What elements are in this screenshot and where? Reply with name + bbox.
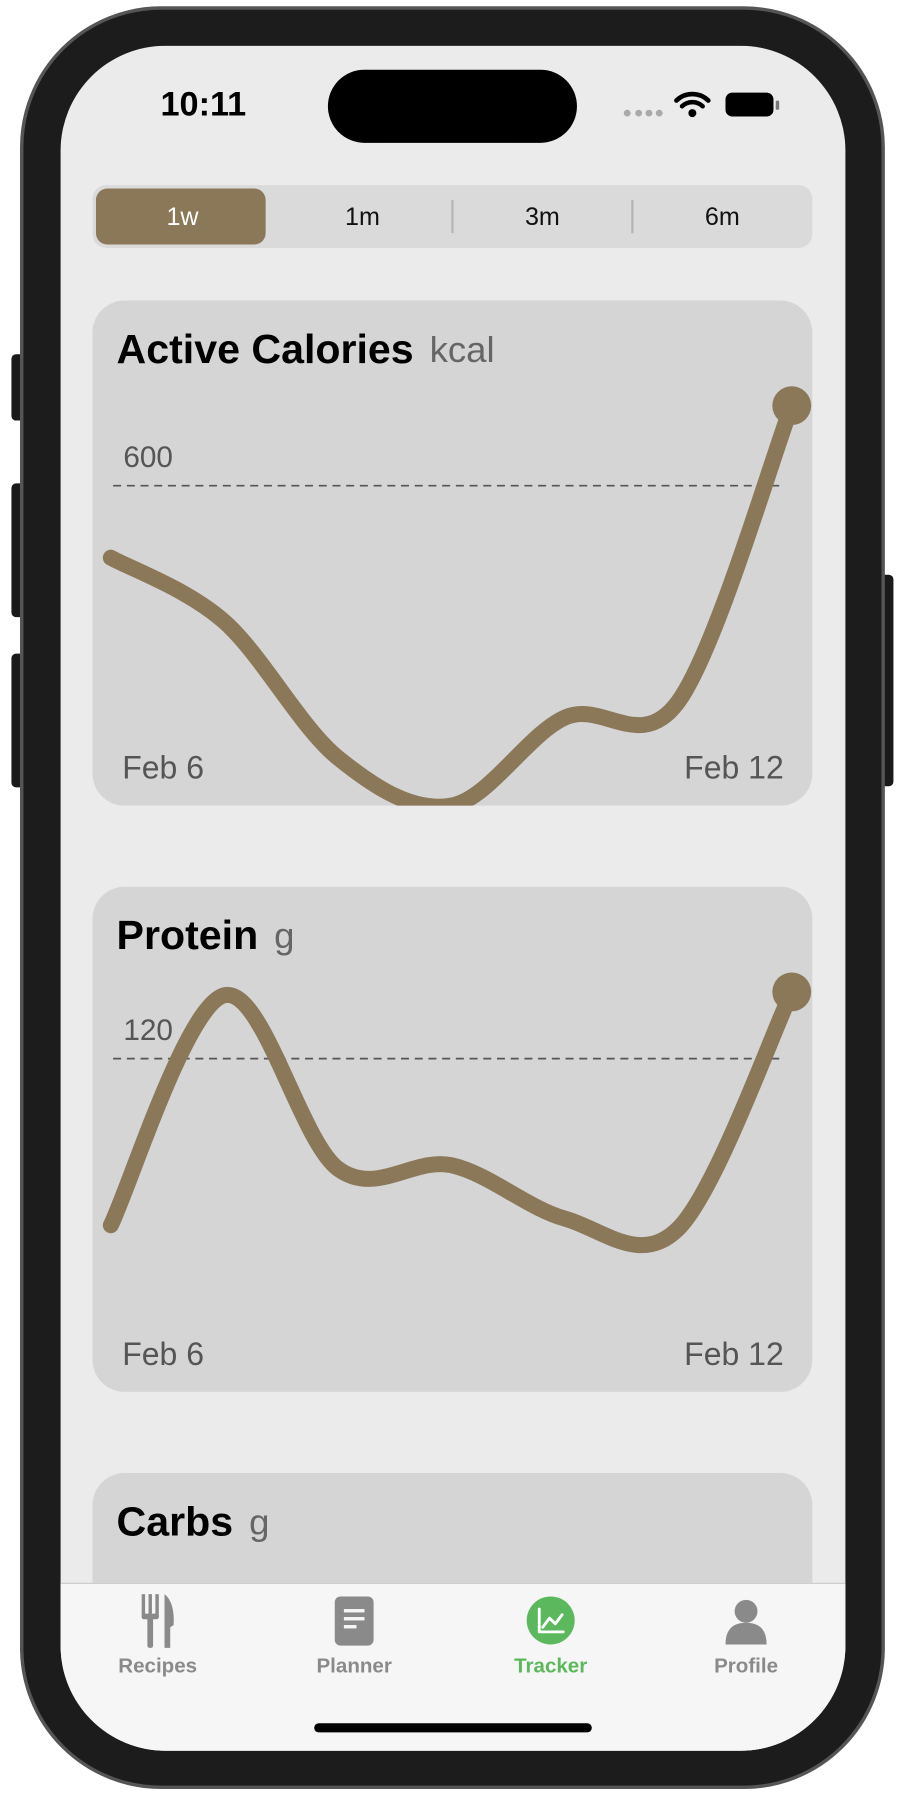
chart-unit: g (274, 915, 294, 956)
segment-label[interactable]: 6m (705, 203, 740, 231)
x-tick-label: Feb 12 (684, 750, 784, 786)
card-title: Carbs g (117, 1498, 270, 1544)
data-line (102, 983, 800, 1254)
status-time: 10:11 (160, 85, 246, 123)
tab-labels: Recipes Planner Tracker Profile (118, 1655, 778, 1678)
y-tick-label: 120 (123, 1014, 173, 1047)
profile-icon (725, 1599, 767, 1645)
chart-title: Protein (117, 912, 259, 958)
last-point (772, 972, 812, 1012)
tab-label[interactable]: Tracker (514, 1655, 587, 1678)
card-title: Active Calories kcal (117, 326, 495, 372)
line-group (102, 983, 800, 1254)
segment-label[interactable]: 3m (525, 203, 560, 231)
card-bg (92, 300, 813, 806)
segment-selected (95, 188, 266, 245)
card-title: Protein g (117, 912, 295, 958)
tab-label[interactable]: Recipes (118, 1655, 197, 1678)
chart-unit: g (249, 1501, 269, 1542)
chart-card: Active Calories kcal 600 Feb 6 Feb 12 (92, 300, 813, 806)
tab-bar: Recipes Planner Tracker Profile (60, 1582, 846, 1751)
x-tick-label: Feb 12 (684, 1336, 784, 1372)
chart-title: Carbs (117, 1498, 234, 1544)
segment-label[interactable]: 1w (166, 203, 199, 231)
planner-icon (334, 1596, 374, 1646)
battery-icon (725, 92, 774, 117)
chart-card: Protein g 120 Feb 6 Feb 12 (92, 886, 813, 1392)
card-bg (92, 886, 813, 1392)
segment-label[interactable]: 1m (345, 203, 380, 231)
battery-tip (775, 100, 780, 110)
wifi-icon-dot (688, 109, 697, 118)
data-line (102, 397, 800, 806)
tab-bar-bg (60, 1582, 846, 1751)
tracker-icon (526, 1596, 575, 1645)
chart-title: Active Calories (117, 326, 414, 372)
x-tick-label: Feb 6 (122, 1336, 204, 1372)
segmented-control: 1w 1m 3m 6m (92, 185, 813, 248)
y-tick-label: 600 (123, 441, 173, 474)
screen: 10:11 1w 1m 3m 6m Active Calories kcal 600 Feb… (60, 45, 846, 1751)
tab-label[interactable]: Profile (714, 1655, 778, 1678)
last-point (772, 386, 812, 426)
dynamic-island (327, 69, 577, 143)
chart-unit: kcal (430, 329, 495, 370)
x-tick-label: Feb 6 (122, 750, 204, 786)
line-group (102, 397, 800, 806)
signal-icon (623, 109, 663, 117)
tab-label[interactable]: Planner (316, 1655, 391, 1678)
wifi-icon (674, 91, 711, 109)
home-indicator (314, 1723, 592, 1733)
recipes-icon (141, 1594, 174, 1648)
